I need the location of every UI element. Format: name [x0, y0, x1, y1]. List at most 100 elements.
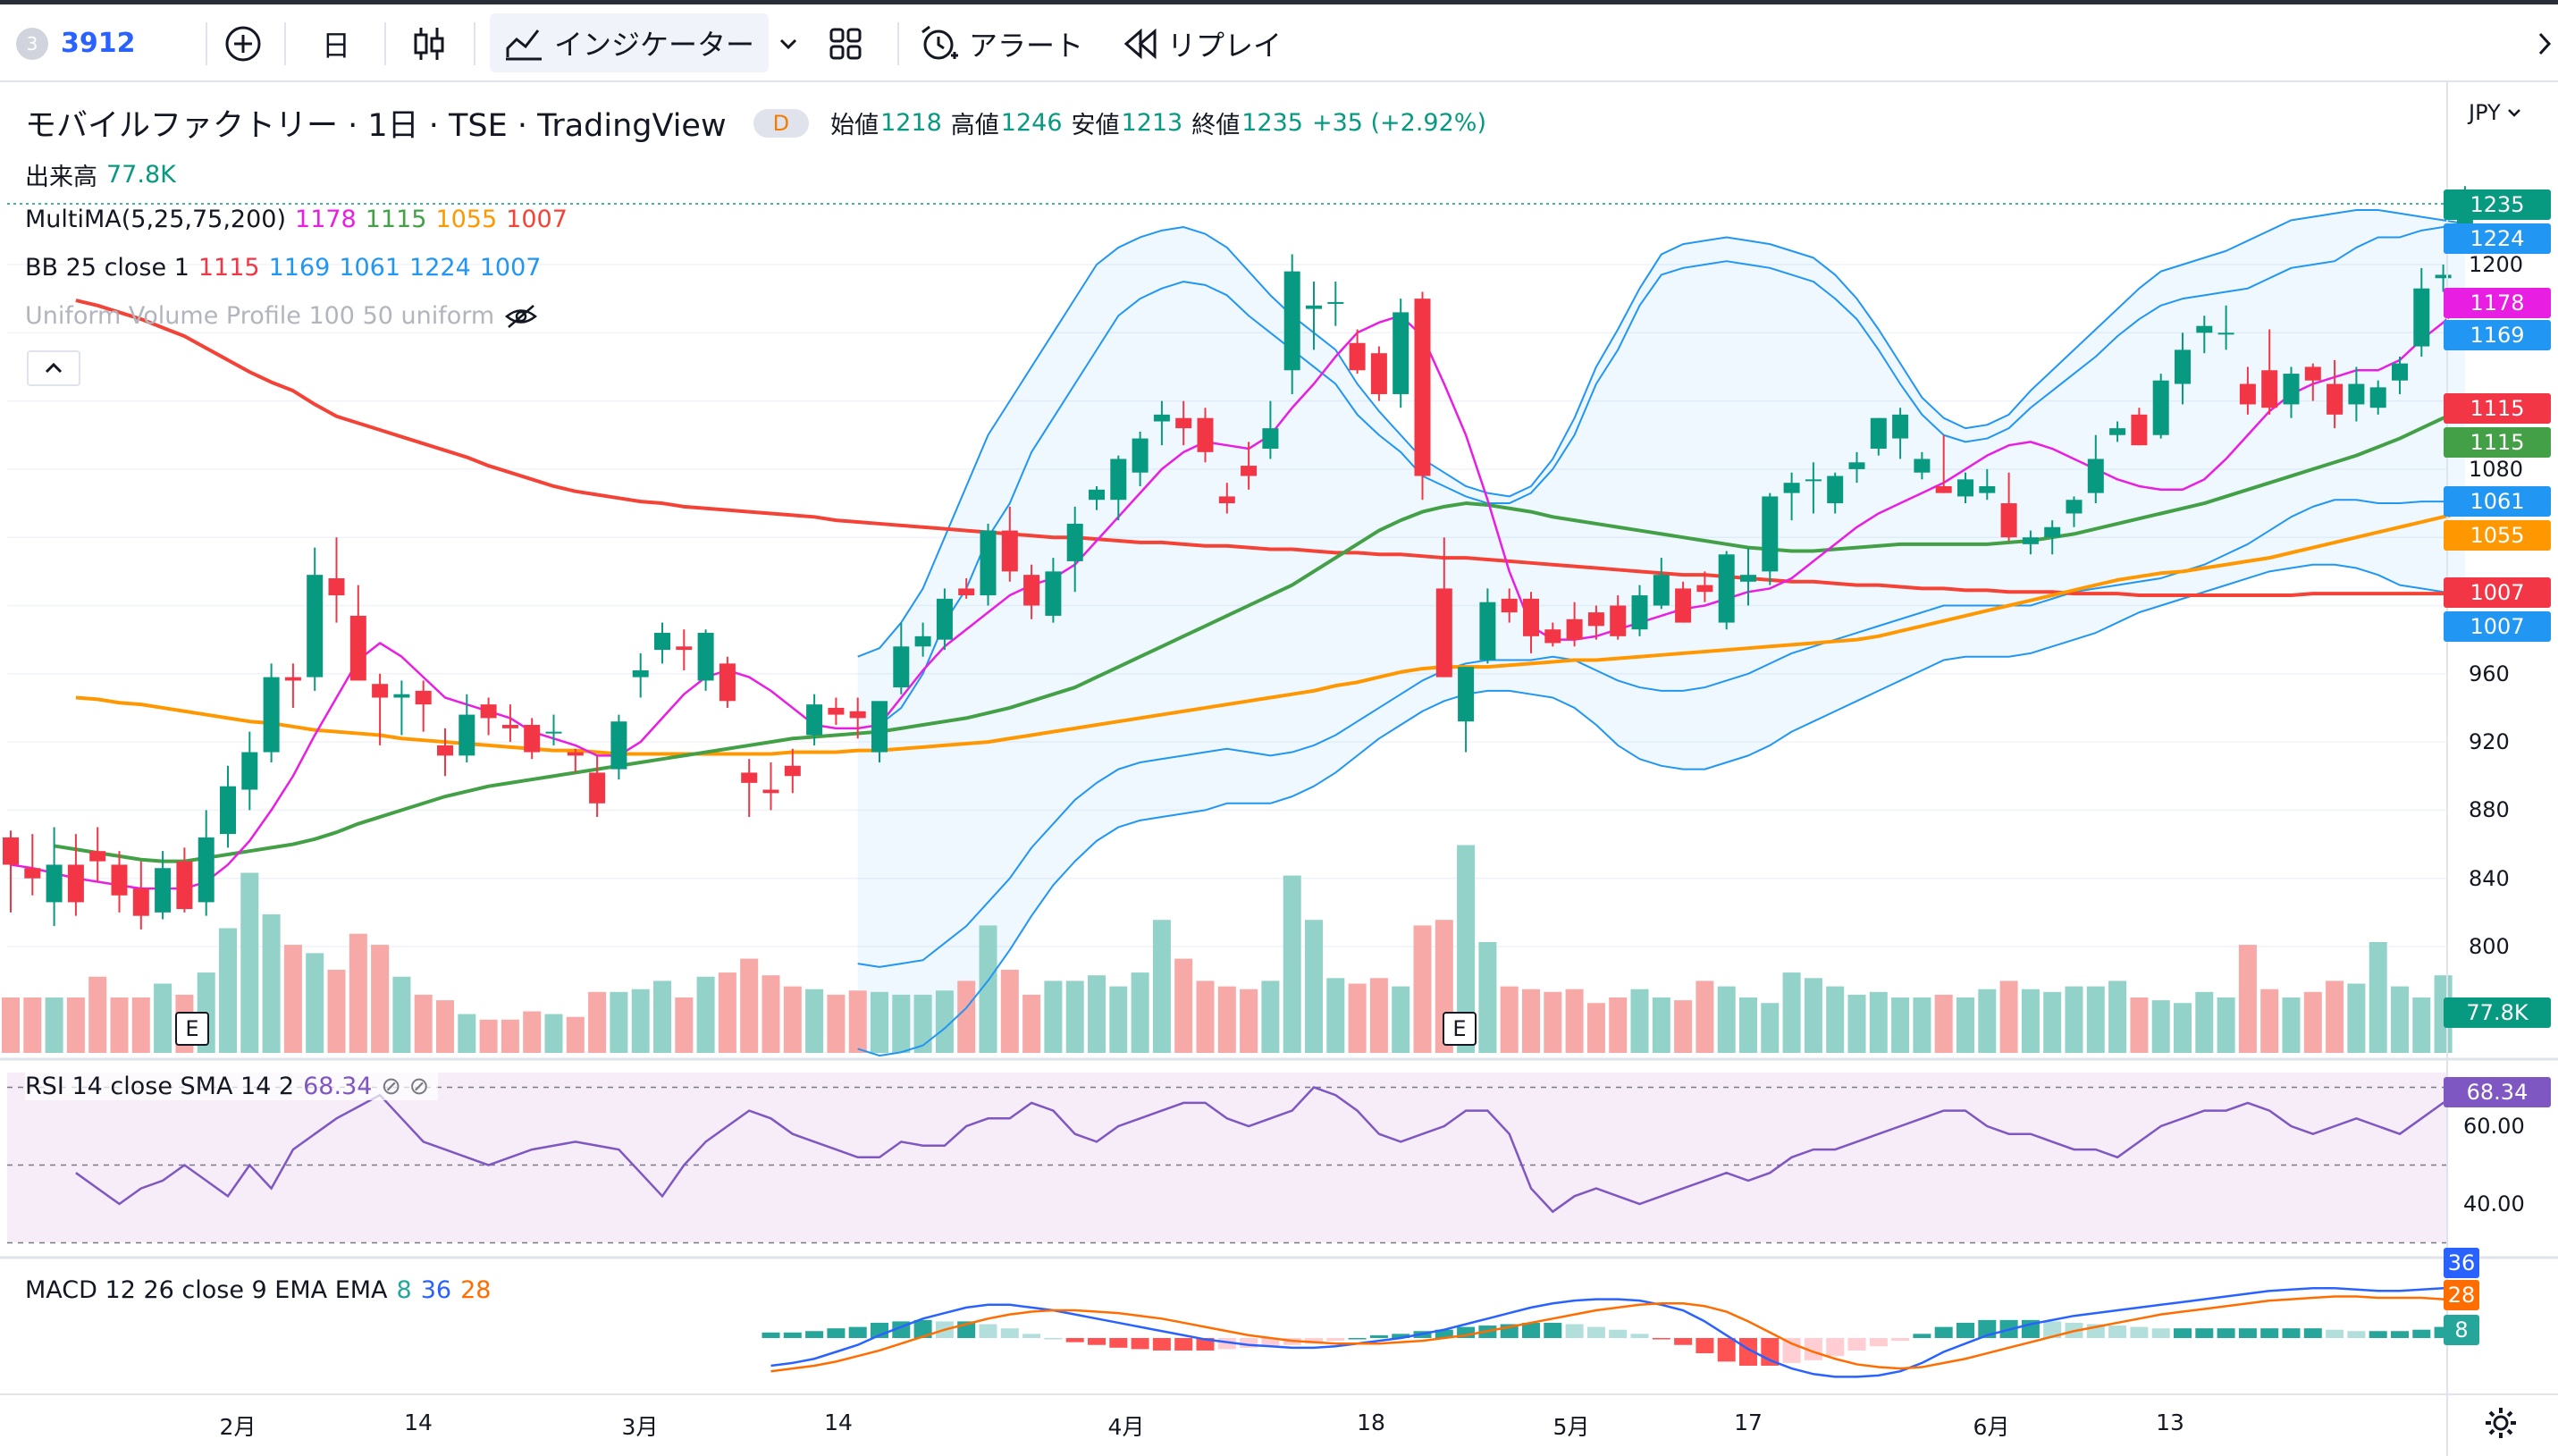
candle-body — [2392, 363, 2408, 381]
rsi-pane — [7, 1086, 2466, 1244]
volume-bar — [1609, 997, 1628, 1053]
bb-label: BB 25 close 1 — [25, 254, 189, 282]
compare-symbol-button[interactable] — [223, 4, 263, 82]
candle-body — [914, 635, 931, 647]
chart-title[interactable]: モバイルファクトリー · 1日 · TSE · TradingView — [25, 108, 727, 144]
volume-bar — [1782, 972, 1801, 1053]
interval-button[interactable]: 日 — [322, 4, 350, 82]
candle-body — [46, 864, 63, 903]
volume-bar — [1392, 986, 1410, 1053]
volume-bar — [1544, 991, 1562, 1053]
chevron-up-icon — [45, 362, 63, 374]
time-axis-label: 6月 — [1973, 1414, 2010, 1440]
macd-hist-bar — [2108, 1326, 2127, 1338]
volume-bar — [1217, 986, 1236, 1053]
candle-body — [762, 789, 779, 794]
ma25-value: 1115 — [365, 206, 427, 233]
candle-body — [1132, 438, 1149, 473]
bb-upper2-value: 1224 — [409, 254, 471, 282]
candle-body — [676, 646, 693, 651]
indicators-dropdown-button[interactable] — [778, 4, 799, 82]
candle-body — [2261, 370, 2278, 408]
macd-hist-bar — [2303, 1328, 2322, 1338]
candle-body — [459, 714, 475, 756]
ma-legend[interactable]: MultiMA(5,25,75,200) 1178 1115 1055 1007 — [25, 206, 576, 233]
candle-body — [220, 786, 236, 835]
volume-bar — [588, 991, 607, 1053]
alert-button[interactable]: アラート — [919, 4, 1083, 82]
candle-body — [2369, 387, 2386, 408]
candle-body — [958, 588, 975, 596]
eye-hidden-icon[interactable] — [503, 303, 539, 330]
candle-body — [1458, 667, 1475, 722]
candle-body — [67, 864, 84, 903]
rsi-value: 68.34 — [303, 1073, 373, 1100]
replay-button[interactable]: リプレイ — [1123, 4, 1282, 82]
settings-button[interactable] — [2483, 1405, 2519, 1444]
bb-basis-value: 1115 — [198, 254, 260, 282]
candle-body — [2304, 366, 2321, 381]
candle-body — [524, 725, 541, 753]
candle-body — [1110, 459, 1127, 501]
volume-label: 出来高 — [25, 164, 97, 191]
candle-body — [328, 577, 345, 596]
chevron-down-icon — [779, 38, 797, 49]
earnings-marker[interactable]: E — [175, 1012, 209, 1046]
rsi-off-icon: ⊘ ⊘ — [381, 1073, 430, 1100]
layout-button[interactable] — [828, 4, 863, 82]
chart-canvas[interactable] — [0, 82, 2558, 1456]
toolbar-more-button[interactable] — [2535, 4, 2554, 82]
interval-badge[interactable]: D — [753, 108, 810, 138]
rsi-axis-label: 60.00 — [2463, 1114, 2525, 1139]
volume-bar — [675, 997, 694, 1053]
candles-icon — [414, 27, 444, 60]
candle-body — [1587, 612, 1604, 627]
volume-bar — [2, 997, 20, 1053]
volume-bar — [1261, 980, 1280, 1053]
candle-body — [1089, 489, 1105, 501]
volume-bar — [2347, 983, 2366, 1053]
macd-legend[interactable]: MACD 12 26 close 9 EMA EMA 8 36 28 — [25, 1276, 500, 1304]
currency-button[interactable]: JPY — [2469, 100, 2522, 125]
candle-body — [155, 868, 172, 913]
bb-legend[interactable]: BB 25 close 1 1115 1169 1061 1224 1007 — [25, 254, 550, 282]
candle-body — [2283, 374, 2300, 405]
ma25-line — [54, 408, 2466, 863]
ma75-value: 1055 — [435, 206, 498, 233]
candle-body — [1566, 619, 1583, 640]
volume-bar — [2151, 1000, 2170, 1053]
candle-body — [2131, 414, 2148, 446]
volume-bar — [2174, 1003, 2192, 1053]
chart-type-button[interactable] — [411, 4, 447, 82]
earnings-marker[interactable]: E — [1443, 1012, 1477, 1046]
candle-body — [89, 851, 106, 862]
volume-bar — [219, 928, 237, 1053]
ma5-value: 1178 — [295, 206, 357, 233]
volume-bar — [1956, 997, 1974, 1053]
volume-bar — [718, 972, 736, 1053]
macd-hist-bar — [848, 1326, 867, 1338]
symbol-search-button[interactable]: 3 3912 — [16, 4, 136, 82]
volume-profile-legend[interactable]: Uniform Volume Profile 100 50 uniform — [25, 302, 539, 330]
bb-lower-line — [857, 499, 2465, 968]
volume-legend[interactable]: 出来高 77.8K — [25, 157, 185, 192]
macd-hist-bar — [1305, 1338, 1323, 1344]
collapse-legend-button[interactable] — [27, 350, 80, 386]
volume-bar — [2021, 989, 2040, 1053]
candle-body — [2348, 383, 2365, 405]
volume-bar — [1565, 989, 1584, 1053]
macd-hist-tag: 8 — [2444, 1315, 2479, 1345]
indicators-button[interactable]: インジケーター — [490, 13, 770, 72]
macd-hist-bar — [1522, 1322, 1540, 1338]
candle-body — [1501, 598, 1518, 613]
macd-hist-bar — [1891, 1338, 1910, 1342]
candle-body — [1283, 271, 1300, 371]
currency-label: JPY — [2469, 100, 2501, 125]
macd-signal-tag: 28 — [2444, 1280, 2479, 1310]
rewind-icon — [1123, 28, 1157, 59]
rsi-legend[interactable]: RSI 14 close SMA 14 2 68.34 ⊘ ⊘ — [25, 1073, 439, 1100]
volume-bar — [1999, 980, 2018, 1053]
candle-body — [2066, 500, 2083, 514]
candle-body — [1197, 417, 1214, 452]
candle-body — [1306, 305, 1322, 309]
